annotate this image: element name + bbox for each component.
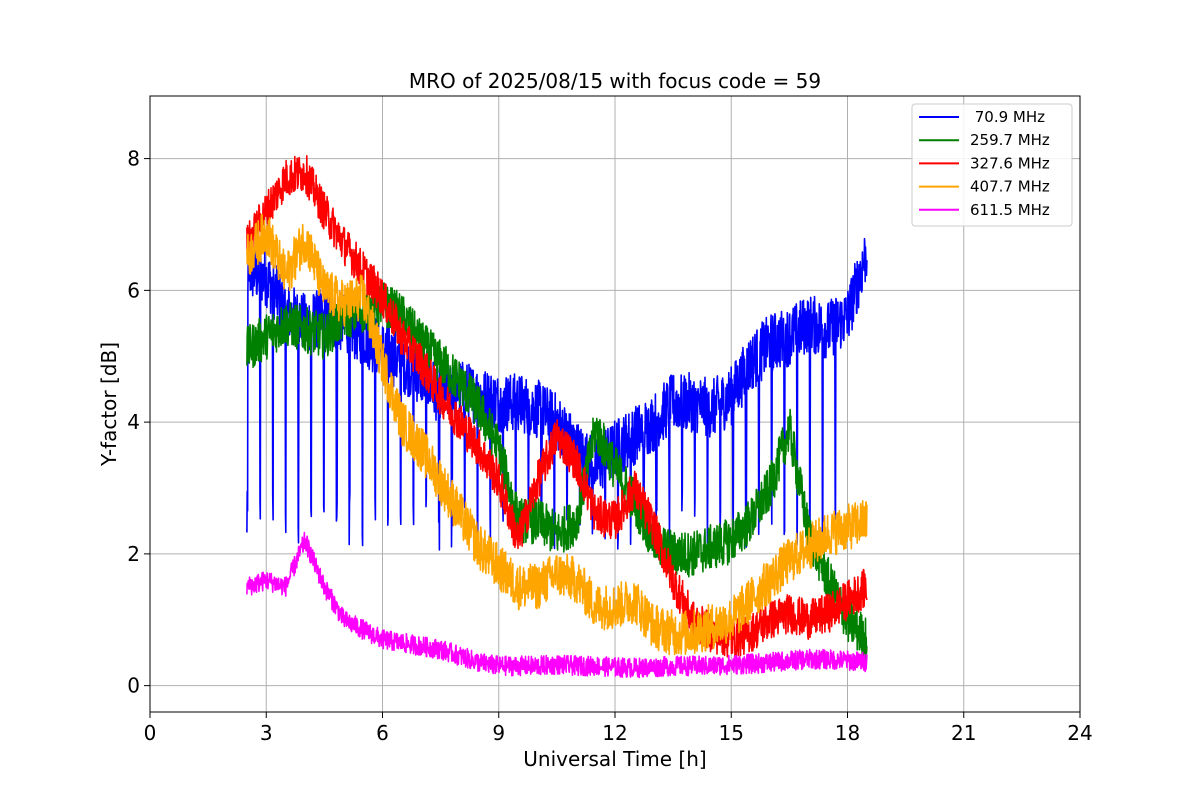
x-tick-label: 9 — [492, 721, 505, 745]
x-tick-label: 21 — [951, 721, 976, 745]
series-line — [246, 155, 868, 658]
legend-label: 327.6 MHz — [970, 154, 1050, 172]
legend-box — [911, 103, 1073, 227]
y-tick-label: 0 — [127, 674, 140, 698]
y-tick-label: 4 — [127, 410, 140, 434]
legend: 70.9 MHz 259.7 MHz 327.6 MHz 407.7 MHz 611.5… — [911, 103, 1073, 227]
x-tick-label: 12 — [602, 721, 627, 745]
y-tick-label: 6 — [127, 278, 140, 302]
x-tick-label: 24 — [1067, 721, 1092, 745]
legend-label: 70.9 MHz — [970, 108, 1045, 126]
x-tick-label: 0 — [144, 721, 157, 745]
legend-label: 611.5 MHz — [970, 201, 1050, 219]
x-axis: 0 3 6 9 12 15 18 21 24 — [144, 712, 1093, 745]
chart-title: MRO of 2025/08/15 with focus code = 59 — [409, 69, 821, 93]
x-tick-label: 15 — [719, 721, 744, 745]
series-line — [246, 531, 868, 679]
y-axis: 0 2 4 6 8 — [127, 147, 150, 698]
legend-label: 259.7 MHz — [970, 131, 1050, 149]
series-line — [246, 213, 868, 656]
y-tick-label: 2 — [127, 542, 140, 566]
legend-label: 407.7 MHz — [970, 178, 1050, 196]
series-layer — [246, 155, 868, 679]
x-axis-label: Universal Time [h] — [523, 747, 706, 771]
y-tick-label: 8 — [127, 147, 140, 171]
x-tick-label: 3 — [260, 721, 273, 745]
x-tick-label: 6 — [376, 721, 389, 745]
x-tick-label: 18 — [835, 721, 860, 745]
y-axis-label: Y-factor [dB] — [97, 342, 121, 467]
